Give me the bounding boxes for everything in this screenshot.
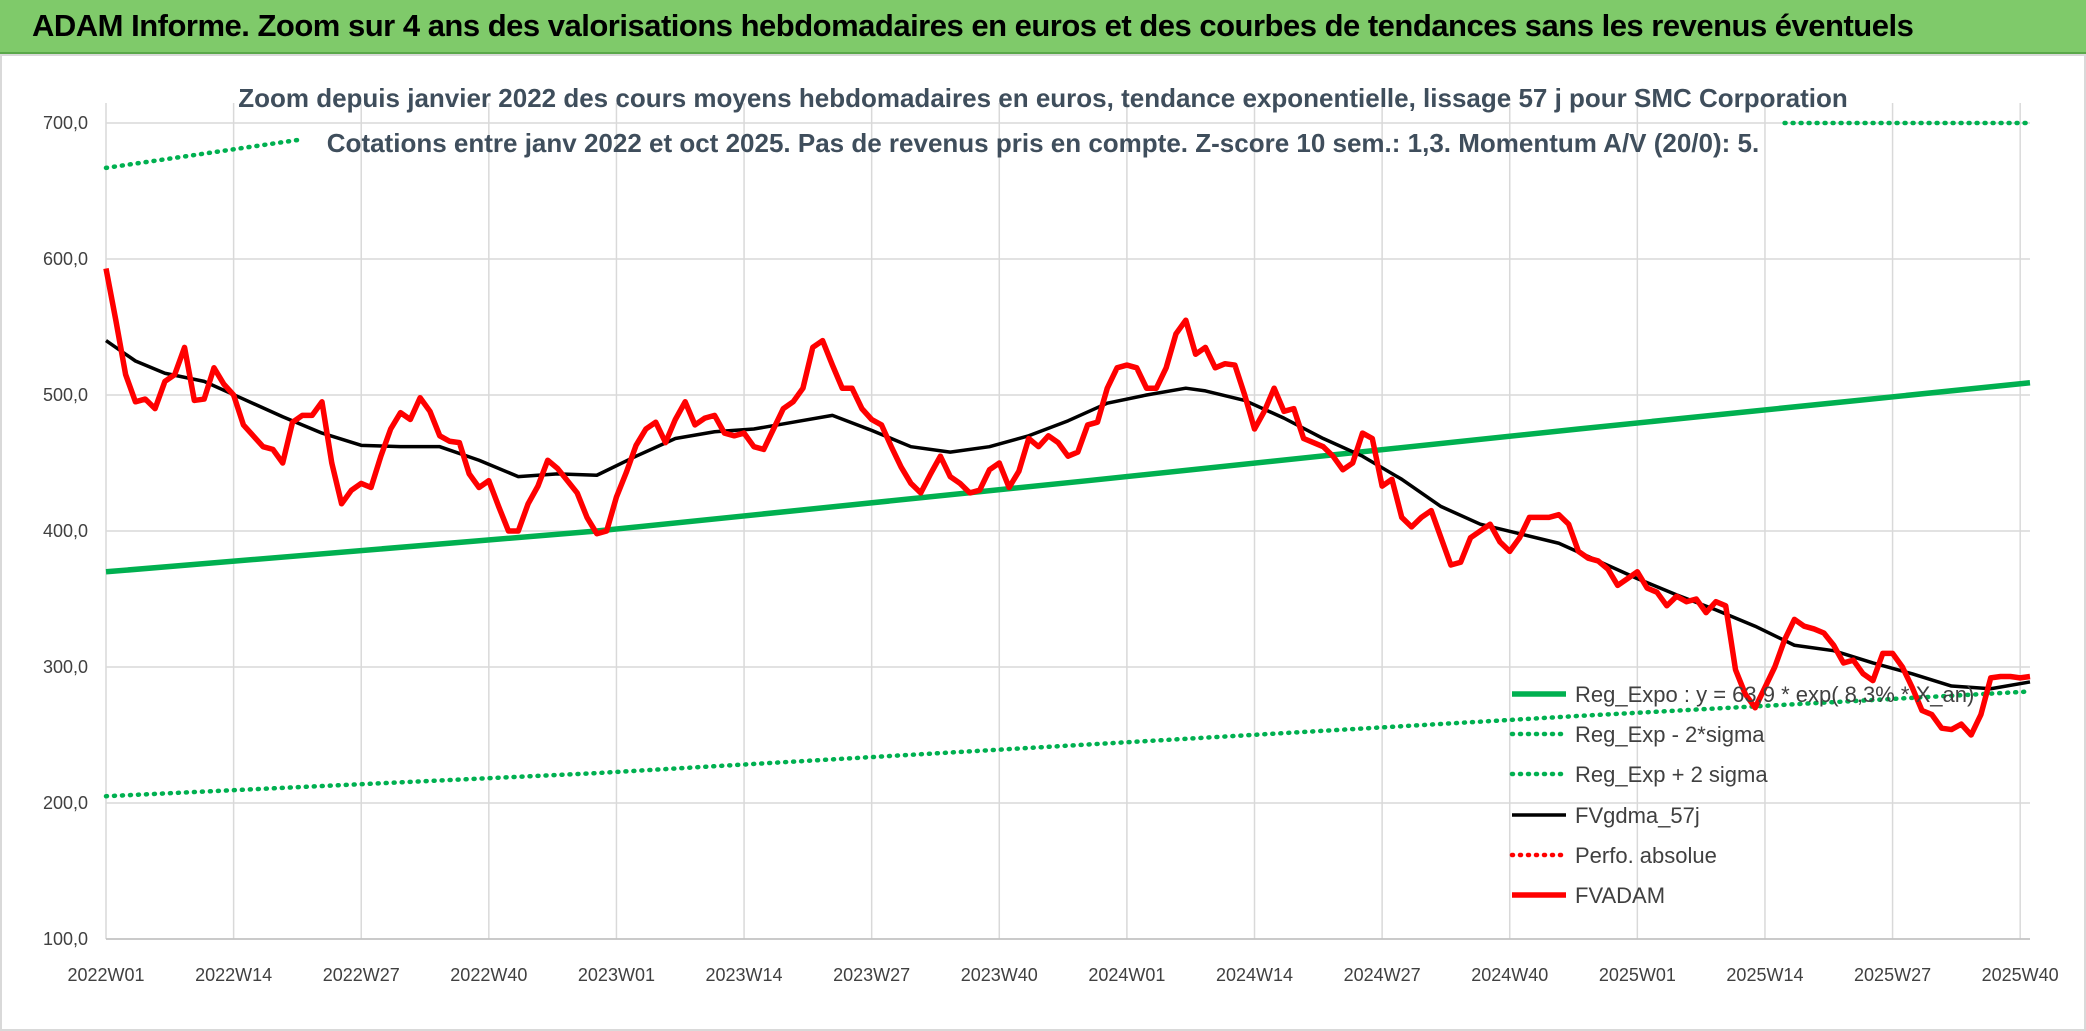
- chart-title: Zoom depuis janvier 2022 des cours moyen…: [238, 83, 1848, 113]
- x-tick-label: 2025W01: [1599, 965, 1676, 985]
- y-tick-label: 200,0: [43, 793, 88, 813]
- legend-label: Perfo. absolue: [1575, 843, 1717, 868]
- legend-label: FVADAM: [1575, 883, 1665, 908]
- legend: Reg_Expo : y = 63,9 * exp( 8,3% * X_an) R…: [1509, 682, 1974, 908]
- chart-subtitle: Cotations entre janv 2022 et oct 2025. P…: [327, 128, 1759, 158]
- x-tick-label: 2023W14: [706, 965, 783, 985]
- y-tick-label: 400,0: [43, 521, 88, 541]
- y-tick-label: 300,0: [43, 657, 88, 677]
- series-line-5: [103, 268, 2031, 738]
- series-line-1: [103, 689, 2033, 799]
- legend-label: Reg_Exp - 2*sigma: [1575, 722, 1765, 747]
- y-tick-label: 600,0: [43, 249, 88, 269]
- x-tick-label: 2024W14: [1216, 965, 1293, 985]
- x-tick-label: 2023W27: [833, 965, 910, 985]
- y-tick-label: 700,0: [43, 113, 88, 133]
- legend-label: Reg_Expo : y = 63,9 * exp( 8,3% * X_an): [1575, 682, 1974, 707]
- x-tick-label: 2023W01: [578, 965, 655, 985]
- x-tick-label: 2022W01: [67, 965, 144, 985]
- x-tick-label: 2025W27: [1854, 965, 1931, 985]
- series-line-0: [105, 380, 2031, 575]
- y-tick-label: 500,0: [43, 385, 88, 405]
- x-tick-label: 2024W40: [1471, 965, 1548, 985]
- chart-frame: [0, 54, 2086, 1031]
- x-tick-label: 2024W27: [1344, 965, 1421, 985]
- x-tick-label: 2025W14: [1726, 965, 1803, 985]
- x-tick-label: 2022W14: [195, 965, 272, 985]
- x-tick-label: 2024W01: [1088, 965, 1165, 985]
- series-line-upper-band-0: [103, 137, 305, 171]
- x-tick-label: 2025W40: [1982, 965, 2059, 985]
- banner-title: ADAM Informe. Zoom sur 4 ans des valoris…: [32, 8, 1914, 43]
- y-tick-label: 100,0: [43, 929, 88, 949]
- grid: [105, 103, 2030, 940]
- axes: 100,0 200,0 300,0 400,0 500,0 600,0 700,0 2022W…: [43, 113, 2059, 985]
- x-tick-label: 2023W40: [961, 965, 1038, 985]
- legend-label: FVgdma_57j: [1575, 803, 1700, 828]
- series-line-3: [105, 339, 2031, 691]
- x-tick-label: 2022W27: [323, 965, 400, 985]
- series-layer: [103, 120, 2033, 799]
- x-tick-label: 2022W40: [450, 965, 527, 985]
- title-banner: ADAM Informe. Zoom sur 4 ans des valoris…: [0, 0, 2086, 54]
- legend-label: Reg_Exp + 2 sigma: [1575, 762, 1768, 787]
